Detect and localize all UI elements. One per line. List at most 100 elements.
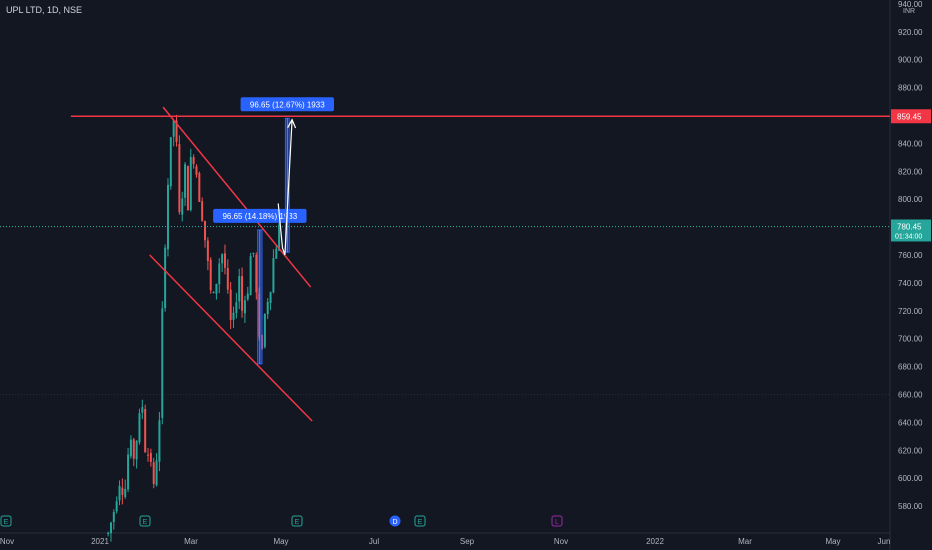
time-axis-label: May [825, 537, 840, 546]
price-tick-label: 740.00 [898, 279, 923, 288]
price-tick-label: 940.00 [898, 0, 923, 9]
candle [272, 249, 275, 294]
price-tick-label: 620.00 [898, 446, 923, 455]
candle-body [278, 224, 281, 251]
candle [118, 480, 121, 506]
candle [223, 244, 226, 275]
candle [124, 479, 127, 499]
candle-body [232, 312, 235, 320]
price-tick-label: 640.00 [898, 418, 923, 427]
event-marker[interactable]: E [414, 515, 426, 527]
price-tick-label: 800.00 [898, 195, 923, 204]
event-marker-letter: E [143, 519, 148, 526]
event-marker[interactable]: L [551, 515, 563, 527]
time-axis-label: Mar [184, 537, 198, 546]
price-range-tool[interactable]: 96.65 (12.67%) 1933 [240, 97, 334, 253]
candle-body [169, 137, 172, 187]
candle-body [115, 501, 118, 512]
candle [189, 148, 192, 212]
candle-body [164, 247, 167, 309]
candle-body [121, 487, 124, 495]
dividend-icon [389, 515, 401, 527]
candle [164, 244, 167, 312]
event-marker-letter: L [555, 519, 559, 526]
measure-label-bg [240, 97, 334, 112]
candle [229, 281, 232, 329]
price-range-tool[interactable]: 96.65 (14.18%) 1933 [213, 208, 307, 365]
candle [226, 259, 229, 294]
time-axis-label: Nov [554, 537, 568, 546]
candle-body [221, 254, 224, 264]
candle-body [263, 314, 266, 348]
projection-path[interactable] [277, 119, 293, 256]
candle [127, 447, 130, 493]
candle-body [246, 293, 249, 300]
candle-body [129, 439, 132, 457]
time-axis-label: 2021 [91, 537, 109, 546]
last-price-tag[interactable]: 780.45 01:34:00 [891, 219, 931, 242]
candle-body [127, 454, 130, 490]
candle [147, 448, 150, 462]
candle [115, 496, 118, 514]
earnings-icon [0, 515, 12, 527]
candle-body [266, 302, 269, 315]
candle [181, 191, 184, 222]
candle-body [189, 157, 192, 211]
resistance-price-tag-text: 859.45 [897, 112, 922, 121]
candle-body [118, 485, 121, 501]
last-price-tag-bg [891, 219, 931, 242]
event-marker-letter: E [418, 519, 423, 526]
price-tick-label: 660.00 [898, 391, 923, 400]
candle-body [195, 166, 198, 175]
candle-body [209, 259, 212, 291]
time-axis-label: Sep [460, 537, 475, 546]
candle [263, 313, 266, 349]
candle [109, 521, 112, 542]
candle-body [192, 157, 195, 164]
price-tick-label: 700.00 [898, 335, 923, 344]
grid-lines [0, 226, 890, 395]
symbol-label[interactable]: UPL LTD, 1D, NSE [6, 5, 83, 15]
candle [129, 435, 132, 459]
candle [186, 165, 189, 211]
event-marker[interactable]: E [139, 515, 151, 527]
price-tick-label: 760.00 [898, 251, 923, 260]
candle-body [172, 120, 175, 137]
price-tick-label: 880.00 [898, 84, 923, 93]
event-marker[interactable]: E [0, 515, 12, 527]
candle [269, 291, 272, 311]
candle-body [238, 276, 241, 302]
candle-body [201, 201, 204, 221]
candle [198, 171, 201, 202]
candle-body [223, 253, 226, 268]
event-marker[interactable]: D [389, 515, 401, 527]
lower-channel-line[interactable] [149, 254, 313, 422]
candle [192, 154, 195, 169]
resistance-price-tag[interactable]: 859.45 [891, 109, 931, 124]
candle-body [149, 452, 152, 462]
candle-body [181, 198, 184, 215]
candle-body [147, 454, 150, 456]
candle [241, 267, 244, 318]
candle [266, 298, 269, 320]
candle-body [212, 291, 215, 293]
candle [212, 291, 215, 294]
candle-body [161, 308, 164, 418]
candle-body [109, 522, 112, 534]
price-tick-label: 600.00 [898, 474, 923, 483]
upper-channel-line[interactable] [162, 106, 312, 288]
candle-body [107, 532, 110, 535]
candle-body [229, 289, 232, 321]
earnings-icon [291, 515, 303, 527]
candle-body [158, 420, 161, 462]
time-axis[interactable]: Nov 2021 Mar May Jul Sep Nov 2022 Mar May Jun [0, 532, 890, 546]
measure-label: 96.65 (14.18%) 1933 [222, 212, 297, 221]
candle [152, 457, 155, 489]
candle [204, 220, 207, 248]
candle [144, 404, 147, 454]
drawings: 96.65 (14.18%) 1933 96.65 (12.67%) 1933 [70, 97, 890, 422]
resistance-price-tag-bg [891, 109, 931, 124]
event-marker[interactable]: E [291, 515, 303, 527]
